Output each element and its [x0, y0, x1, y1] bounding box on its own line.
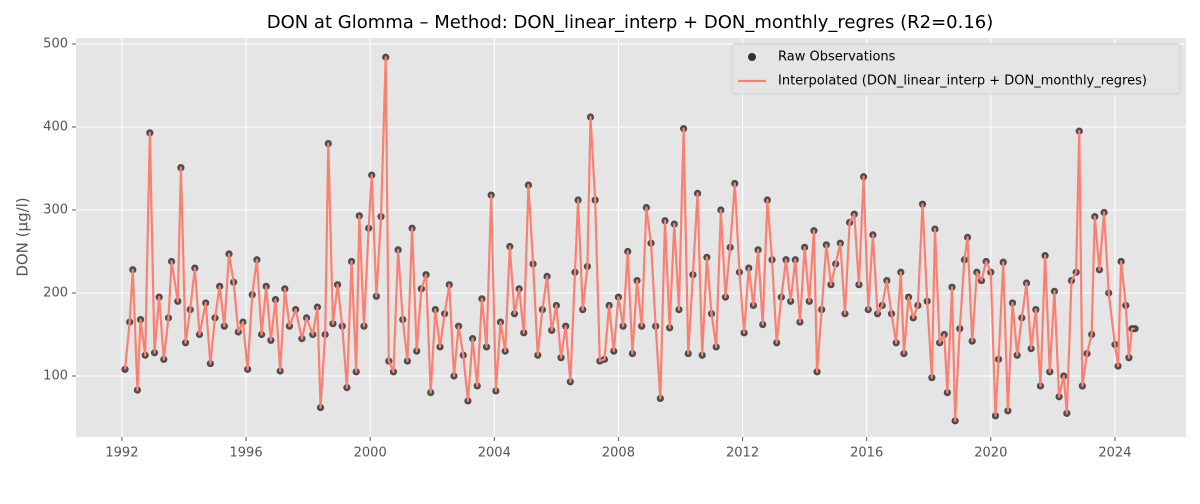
legend-label: Interpolated (DON_linear_interp + DON_mo…: [778, 74, 1147, 89]
y-tick-label: 400: [43, 119, 68, 134]
y-tick-label: 500: [43, 36, 68, 51]
data-point: [121, 365, 129, 373]
legend-marker: [748, 53, 756, 61]
y-tick-label: 200: [43, 285, 68, 300]
chart-title: DON at Glomma – Method: DON_linear_inter…: [267, 12, 994, 33]
plot-background: [76, 38, 1186, 437]
y-tick-label: 100: [43, 368, 68, 383]
x-tick-label: 2004: [478, 446, 511, 461]
x-tick-label: 2008: [602, 446, 635, 461]
x-tick-label: 2000: [354, 446, 387, 461]
x-tick-label: 2012: [726, 446, 759, 461]
x-tick-label: 2020: [974, 446, 1007, 461]
x-tick-label: 1992: [105, 446, 138, 461]
legend: Raw Observations Interpolated (DON_linear…: [731, 43, 1181, 95]
y-axis-label: DON (µg/l): [14, 197, 32, 276]
marks: [121, 53, 1139, 425]
legend-label: Raw Observations: [778, 50, 896, 65]
x-tick-label: 2024: [1098, 446, 1131, 461]
y-tick-label: 300: [43, 202, 68, 217]
x-tick-label: 1996: [230, 446, 263, 461]
line: [123, 56, 1136, 422]
x-tick-label: 2016: [850, 446, 883, 461]
legend-box: [731, 43, 1181, 95]
